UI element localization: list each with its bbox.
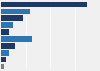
Bar [1,43,15,49]
Bar [1,36,32,42]
Bar [1,50,9,56]
Bar [1,64,4,69]
Bar [1,9,30,14]
Bar [1,57,6,62]
Bar [1,22,13,28]
Bar [1,29,9,35]
Bar [1,15,23,21]
Bar [1,2,87,7]
